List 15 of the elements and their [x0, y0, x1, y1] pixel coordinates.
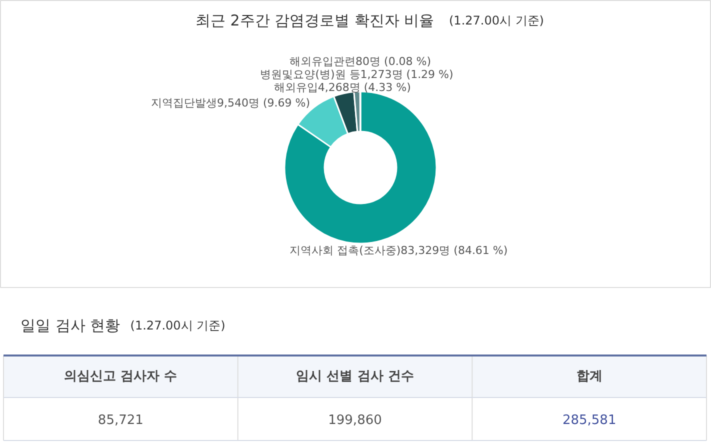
slice-label: 지역집단발생9,540명 (9.69 %)	[151, 96, 310, 110]
chart-subtitle: (1.27.00시 기준)	[449, 14, 544, 28]
text: 일일 검사 현황	[20, 316, 120, 334]
text: 285,581	[562, 413, 616, 428]
category-label: 임시 선별 검사 건수	[296, 369, 414, 384]
text: 85,721	[98, 413, 144, 428]
text: (1.27.00시 기준)	[130, 318, 226, 332]
slice-label: 해외유입4,268명 (4.33 %)	[274, 81, 411, 94]
text: 199,860	[328, 413, 382, 428]
slice-label: 해외유입관련80명 (0.08 %)	[290, 55, 432, 68]
chart-title: 최근 2주간 감염경로별 확진자 비율	[196, 12, 434, 30]
slice-label: 병원및요양(병)원 등1,273명 (1.29 %)	[260, 68, 454, 82]
category-label: 합계	[576, 369, 602, 384]
slice-label: 지역사회 접촉(조사중)83,329명 (84.61 %)	[290, 244, 508, 257]
category-label: 의심신고 검사자 수	[64, 369, 178, 384]
